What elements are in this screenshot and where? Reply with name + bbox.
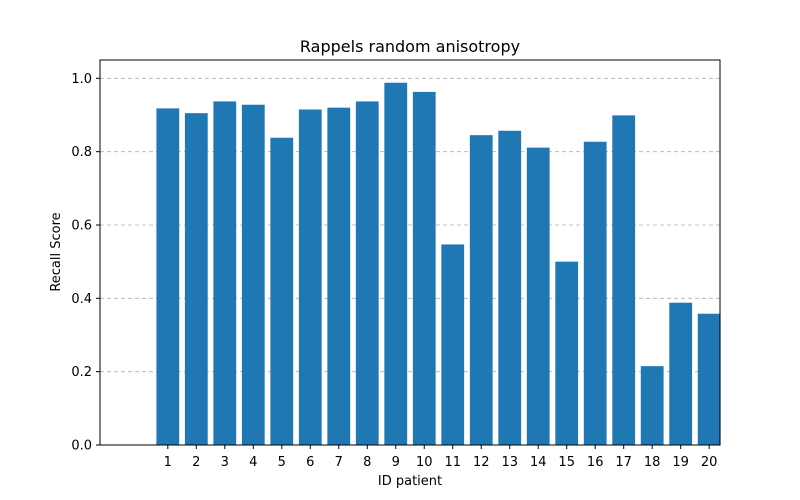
bar — [270, 137, 294, 445]
x-axis-ticks: 1 2 3 4 5 6 7 8 9 10 11 12 13 14 15 16 17 18 19 20 — [164, 445, 718, 470]
x-tick-label: 7 — [335, 455, 343, 470]
bar — [526, 147, 550, 445]
y-tick-label: 0.8 — [71, 145, 92, 160]
x-tick-label: 11 — [444, 455, 461, 470]
x-tick-label: 16 — [587, 455, 604, 470]
bar — [640, 366, 664, 445]
x-tick-label: 9 — [392, 455, 400, 470]
x-tick-label: 17 — [615, 455, 632, 470]
x-tick-label: 19 — [672, 455, 689, 470]
bar — [241, 104, 265, 445]
bar — [384, 82, 408, 445]
x-tick-label: 14 — [530, 455, 547, 470]
y-tick-label: 0.6 — [71, 219, 92, 234]
x-tick-label: 6 — [306, 455, 314, 470]
x-tick-label: 10 — [416, 455, 433, 470]
bars — [156, 82, 721, 446]
plot-frame — [99, 59, 721, 446]
x-tick-label: 15 — [558, 455, 575, 470]
x-axis-label: ID patient — [378, 474, 442, 489]
y-tick-label: 0.0 — [71, 439, 92, 454]
bar — [555, 261, 579, 445]
x-tick-label: 3 — [221, 455, 229, 470]
bar — [412, 91, 436, 446]
x-tick-label: 18 — [644, 455, 661, 470]
chart-title: Rappels random anisotropy — [300, 37, 520, 56]
bar — [583, 141, 607, 445]
bar — [213, 101, 237, 445]
bar — [498, 130, 522, 445]
bar — [327, 107, 351, 446]
bar — [612, 115, 636, 445]
x-tick-label: 13 — [501, 455, 518, 470]
bar — [441, 244, 465, 445]
y-tick-label: 0.2 — [71, 365, 92, 380]
x-tick-label: 4 — [249, 455, 257, 470]
x-tick-label: 8 — [363, 455, 371, 470]
y-axis-label: Recall Score — [49, 212, 64, 291]
x-tick-label: 2 — [192, 455, 200, 470]
x-tick-label: 5 — [278, 455, 286, 470]
bar — [697, 313, 721, 445]
bar — [298, 109, 322, 445]
y-tick-label: 1.0 — [71, 72, 92, 87]
y-tick-label: 0.4 — [71, 292, 92, 307]
x-tick-label: 12 — [473, 455, 490, 470]
x-tick-label: 1 — [164, 455, 172, 470]
x-tick-label: 20 — [701, 455, 718, 470]
y-axis-ticks: 0.0 0.2 0.4 0.6 0.8 1.0 — [71, 72, 100, 454]
bar — [156, 108, 180, 446]
bar — [184, 113, 208, 446]
bar — [355, 101, 379, 445]
bar — [669, 302, 693, 445]
y-gridlines — [100, 77, 720, 373]
bar — [469, 135, 493, 445]
